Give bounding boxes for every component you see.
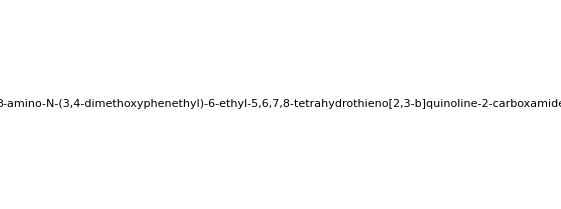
Text: 3-amino-N-(3,4-dimethoxyphenethyl)-6-ethyl-5,6,7,8-tetrahydrothieno[2,3-b]quinol: 3-amino-N-(3,4-dimethoxyphenethyl)-6-eth…	[0, 99, 561, 110]
